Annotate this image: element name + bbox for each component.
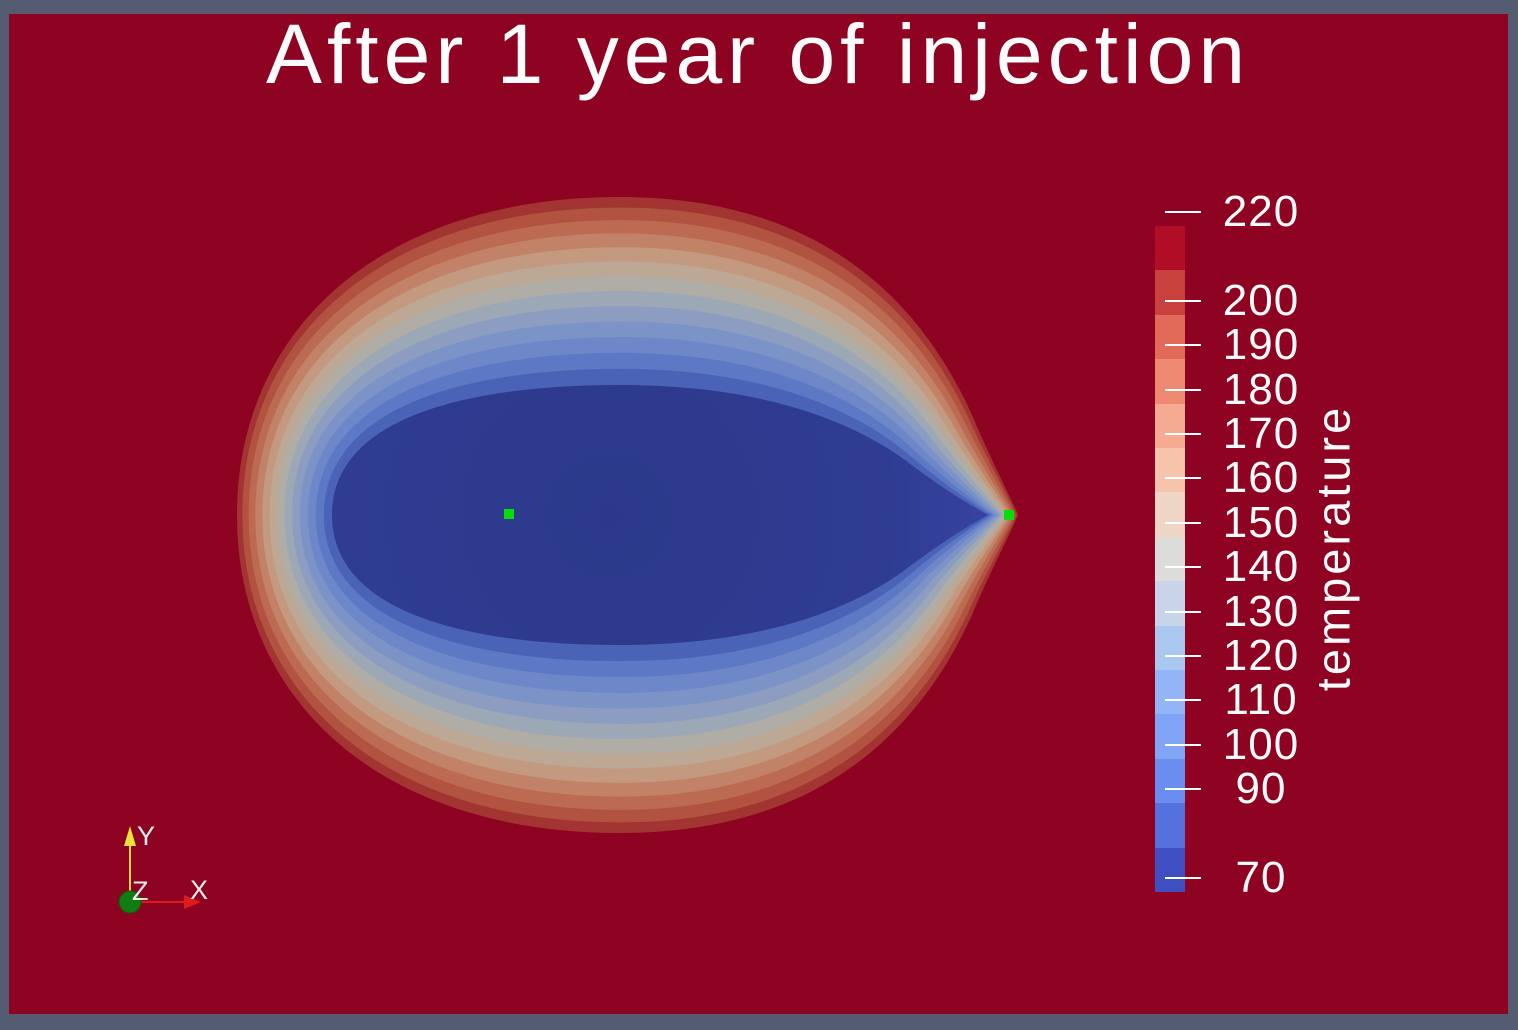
plume-interior [332,385,988,645]
x-axis-arrow-icon [184,895,201,909]
colorbar-tick-label: 90 [1235,764,1287,814]
colorbar-tick [1165,344,1201,347]
colorbar-block [1155,492,1185,537]
colorbar-tick [1165,433,1201,435]
temperature-contours [237,197,1018,833]
colorbar-tick-label: 70 [1235,853,1287,902]
colorbar-tick [1165,211,1201,213]
colorbar-block [1155,536,1185,582]
render-viewport[interactable]: Y X Z After 1 year of injection 220 200 19… [9,14,1508,1014]
colorbar-block [1155,403,1185,449]
colorbar-block [1155,226,1185,271]
y-axis-label: Y [137,821,155,851]
colorbar-block [1155,758,1185,804]
orientation-axes-widget: Y X Z [118,821,208,914]
well-markers [504,509,1014,520]
colorbar-tick [1165,566,1201,569]
colorbar-block [1155,847,1185,893]
colorbar-tick-label: 190 [1222,320,1300,370]
colorbar-block [1155,270,1185,315]
colorbar-tick-label: 100 [1222,719,1300,769]
colorbar-tick-label: 110 [1224,675,1298,725]
colorbar-block [1155,359,1185,404]
colorbar-block [1155,581,1185,626]
colorbar-tick [1165,699,1201,702]
view-title: After 1 year of injection [265,14,1251,101]
colorbar-block [1155,803,1185,848]
colorbar-tick [1165,788,1201,791]
colorbar-tick [1165,610,1201,613]
colorbar-tick [1165,877,1201,879]
colorbar-block [1155,625,1185,671]
colorbar-tick-label: 200 [1222,275,1300,325]
colorbar-tick [1165,743,1201,746]
y-axis-arrow-icon [124,826,136,846]
scene-svg: Y X Z [118,197,1018,914]
colorbar-tick-label: 120 [1222,631,1300,680]
colorbar-tick [1165,521,1201,524]
colorbar-tick [1165,388,1201,391]
colorbar-tick-label: 150 [1222,497,1300,547]
colorbar-tick-label: 140 [1222,542,1300,592]
colorbar-tick-label: 130 [1222,586,1300,636]
colorbar [1155,226,1185,893]
colorbar-tick [1165,299,1201,302]
z-axis-sphere-icon [118,890,142,914]
colorbar-block [1155,314,1185,360]
colorbar-tick [1165,655,1201,657]
colorbar-title: temperature [1306,404,1360,692]
production-well-marker [1004,510,1014,520]
colorbar-tick-label: 180 [1222,364,1300,414]
colorbar-block [1155,670,1185,715]
colorbar-tick [1165,477,1201,480]
colorbar-tick-label: 170 [1222,409,1300,458]
colorbar-block [1155,448,1185,493]
z-axis-label: Z [132,876,149,906]
x-axis-label: X [190,875,208,905]
colorbar-tick-label: 160 [1222,453,1300,503]
colorbar-block [1155,714,1185,759]
colorbar-tick-label: 220 [1222,187,1300,236]
injection-well-marker [504,509,514,519]
